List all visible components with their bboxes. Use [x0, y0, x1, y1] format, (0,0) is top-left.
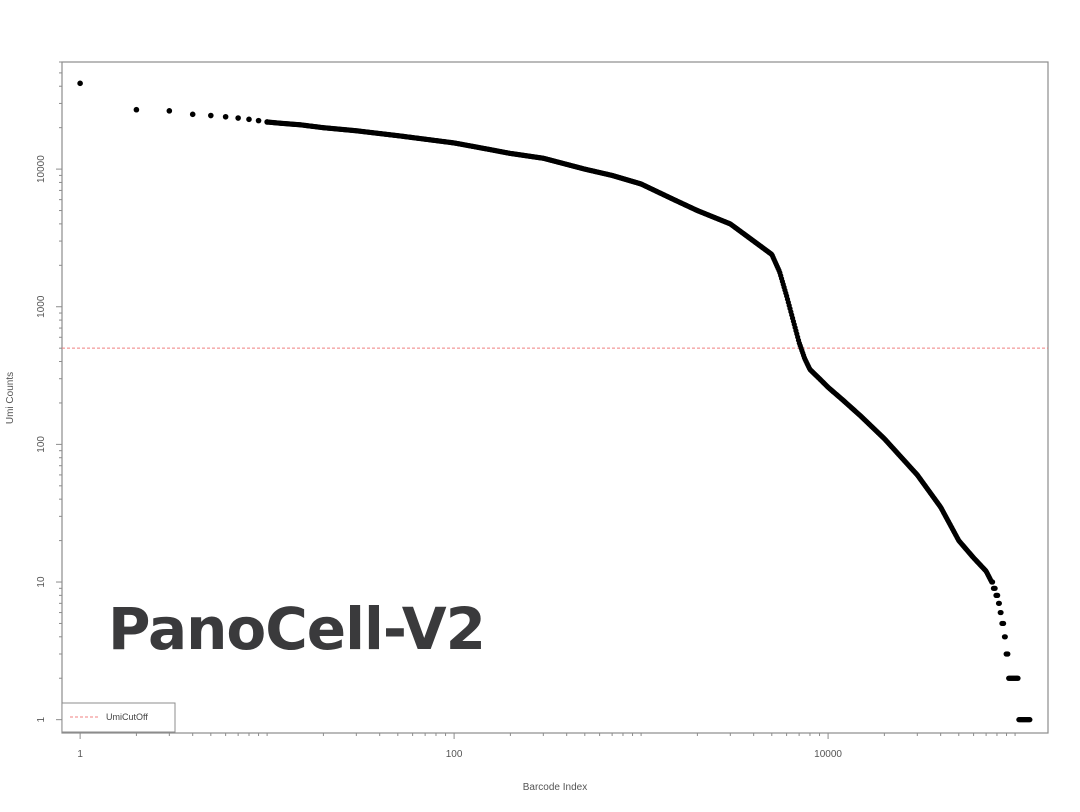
x-axis: 1 100 10000: [77, 733, 1016, 760]
y-tick-label: 100: [36, 436, 47, 453]
x-tick-label: 100: [446, 749, 463, 760]
data-point: [208, 112, 214, 119]
y-tick-label: 1: [36, 716, 47, 722]
data-point: [255, 117, 262, 124]
y-tick-label: 10: [36, 576, 47, 588]
data-point: [246, 116, 252, 123]
data-point: [1015, 675, 1021, 681]
data-point: [995, 592, 1001, 598]
data-point: [166, 108, 173, 114]
data-point: [989, 579, 996, 585]
data-point: [1005, 651, 1011, 657]
x-axis-title: Barcode Index: [523, 782, 588, 793]
data-point: [77, 80, 83, 87]
legend-label-umicutoff: UmiCutOff: [106, 712, 148, 722]
data-point: [235, 115, 241, 121]
data-point: [1001, 620, 1007, 627]
x-tick-label: 1: [77, 749, 83, 760]
data-point: [189, 111, 196, 118]
x-tick-label: 10000: [814, 749, 842, 760]
y-tick-label: 1000: [36, 295, 47, 318]
data-point: [1027, 717, 1033, 723]
legend: UmiCutOff: [61, 702, 176, 733]
data-points: [77, 80, 1033, 723]
data-point: [222, 113, 229, 120]
data-point: [992, 585, 998, 591]
data-point: [996, 600, 1002, 606]
y-axis-title: Umi Counts: [5, 372, 16, 424]
data-point: [133, 106, 140, 113]
data-point: [998, 609, 1004, 616]
plot-frame: [61, 61, 1049, 734]
y-tick-label: 10000: [36, 155, 47, 183]
product-name-overlay: PanoCell-V2: [108, 595, 486, 663]
y-axis: 1 10 100 1000 10000: [36, 61, 62, 722]
data-point: [1002, 634, 1008, 640]
